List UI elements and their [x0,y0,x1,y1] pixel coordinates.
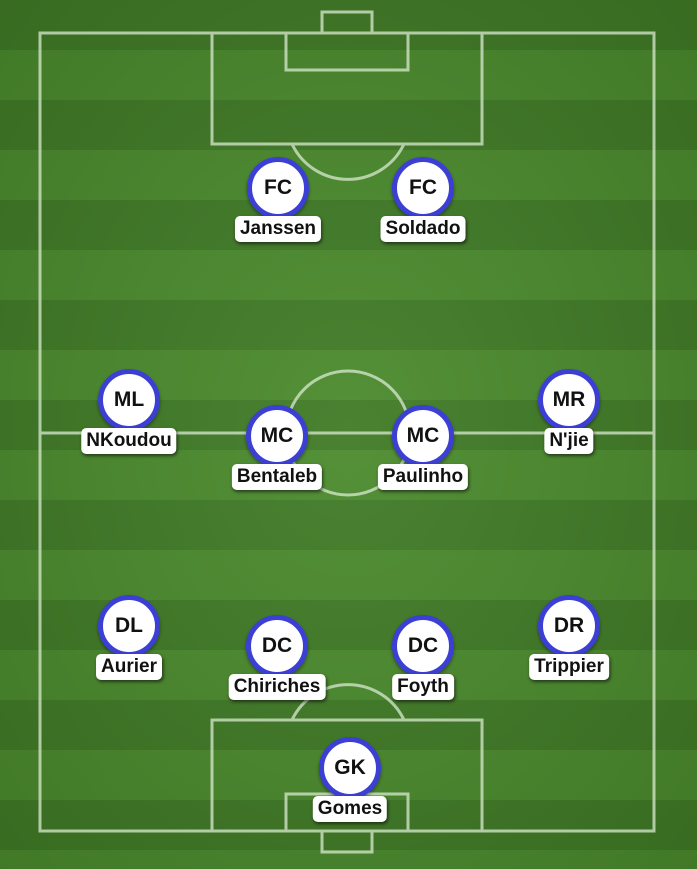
top-penalty-arc [290,143,406,181]
player-name: N'jie [544,428,594,454]
player-name: NKoudou [81,428,177,454]
player-name: Janssen [234,216,322,242]
player-name: Gomes [312,796,388,822]
player-name: Soldado [380,216,466,242]
player-name: Aurier [96,654,162,680]
position-badge: DC [246,615,308,677]
position-badge: DC [392,615,454,677]
position-badge: MR [538,369,600,431]
position-badge: FC [247,157,309,219]
position-badge: ML [98,369,160,431]
position-badge: GK [319,737,381,799]
player-name: Chiriches [228,674,326,700]
top-penalty-box [210,31,484,146]
player-name: Bentaleb [231,464,323,490]
player-name: Paulinho [377,464,469,490]
position-badge: DR [538,595,600,657]
top-goal [320,10,374,35]
position-badge: DL [98,595,160,657]
bottom-goal [320,829,374,854]
position-badge: MC [392,405,454,467]
position-badge: FC [392,157,454,219]
top-six-yard-box [284,31,410,72]
player-name: Foyth [392,674,454,700]
player-name: Trippier [529,654,609,680]
bottom-penalty-arc [290,683,406,721]
position-badge: MC [246,405,308,467]
